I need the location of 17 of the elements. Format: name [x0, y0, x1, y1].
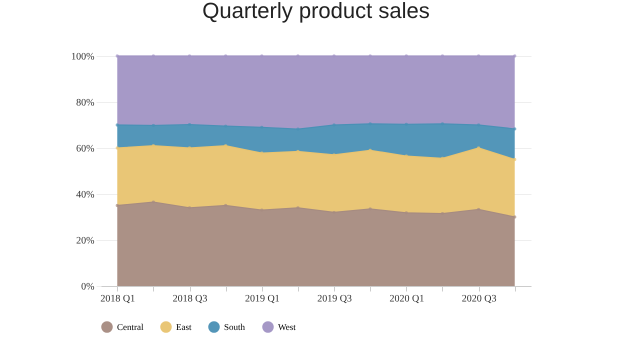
chart-title: Quarterly product sales	[202, 0, 430, 23]
y-tick-label: 80%	[76, 98, 94, 108]
y-tick-label: 60%	[76, 144, 94, 154]
legend-label: West	[278, 322, 296, 332]
legend-label: East	[176, 322, 192, 332]
y-tick-label: 20%	[76, 236, 94, 246]
x-tick-label: 2018 Q3	[172, 294, 208, 304]
y-tick-label: 40%	[76, 190, 94, 200]
x-tick-label: 2020 Q1	[389, 294, 424, 304]
legend-label: South	[224, 322, 246, 332]
x-tick-label: 2019 Q1	[244, 294, 280, 304]
y-tick-label: 0%	[81, 282, 94, 292]
x-tick-label: 2019 Q3	[317, 294, 352, 304]
x-tick-label: 2018 Q1	[100, 294, 136, 304]
y-tick-label: 100%	[71, 52, 94, 62]
x-tick-label: 2020 Q3	[462, 294, 496, 304]
legend-label: Central	[117, 322, 144, 332]
